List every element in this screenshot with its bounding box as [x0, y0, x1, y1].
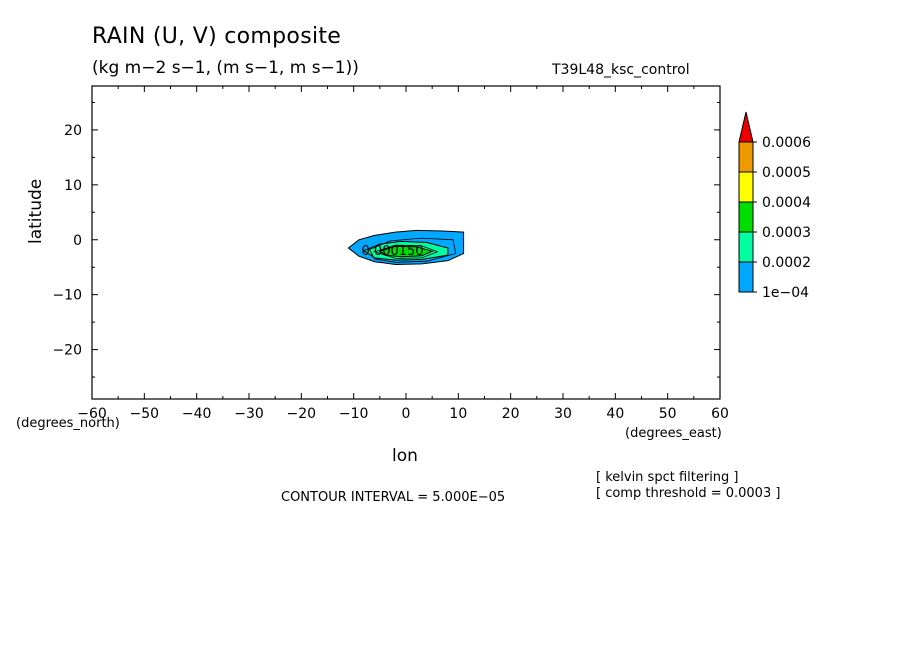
- contour-value-label: 0.000150: [362, 244, 424, 259]
- axis-ticks: [91, 86, 721, 399]
- run-name-label: T39L48_ksc_control: [552, 62, 690, 78]
- colorbar-segment: [738, 171, 754, 203]
- contour-line-0: [368, 237, 457, 263]
- x-tick-label: −50: [130, 406, 160, 422]
- y-axis-units: (degrees_north): [16, 416, 120, 431]
- y-tick-label: −20: [52, 343, 82, 359]
- x-axis-units: (degrees_east): [625, 426, 722, 441]
- y-axis-label: latitude: [26, 178, 46, 244]
- x-tick-label: −20: [287, 406, 317, 422]
- x-tick-label: 40: [606, 406, 624, 422]
- y-tick-label: 0: [73, 233, 82, 249]
- x-tick-label: 50: [659, 406, 677, 422]
- colorbar-level-label: 0.0002: [762, 255, 811, 271]
- x-tick-label: −30: [234, 406, 264, 422]
- contour-interval-label: CONTOUR INTERVAL = 5.000E−05: [281, 490, 506, 505]
- x-tick-label: 0: [402, 406, 411, 422]
- colorbar-level-label: 0.0005: [762, 165, 811, 181]
- colorbar-level-label: 0.0003: [762, 225, 811, 241]
- contour-lines: [368, 237, 457, 263]
- x-tick-label: 30: [554, 406, 572, 422]
- threshold-note: [ comp threshold = 0.0003 ]: [596, 486, 781, 501]
- x-tick-label: −10: [339, 406, 369, 422]
- colorbar-extend-triangle: [738, 111, 754, 143]
- colorbar-segment: [738, 201, 754, 233]
- chart-title: RAIN (U, V) composite: [92, 24, 342, 49]
- contour-line-1: [373, 244, 439, 259]
- colorbar-level-label: 1e−04: [762, 285, 809, 301]
- colorbar-segment: [738, 141, 754, 173]
- x-axis-label: lon: [392, 446, 418, 466]
- colorbar-segment: [738, 261, 754, 293]
- x-tick-label: −60: [77, 406, 107, 422]
- colorbar: 0.0006 0.0005 0.0004 0.0003 0.0002 1e−04: [738, 111, 811, 301]
- x-tick-label: 60: [711, 406, 729, 422]
- y-tick-label: −10: [52, 288, 82, 304]
- tick-labels: −60 −50 −40 −30 −20 −10 0 10 20 30 40 50 60 20 10 0 −10 −…: [52, 123, 728, 422]
- y-tick-label: 10: [64, 178, 82, 194]
- filter-note: [ kelvin spct filtering ]: [596, 470, 739, 485]
- x-tick-label: 10: [449, 406, 467, 422]
- contour-region-2: [378, 245, 434, 258]
- y-tick-label: 20: [64, 123, 82, 139]
- chart-units-subtitle: (kg m−2 s−1, (m s−1, m s−1)): [92, 58, 359, 78]
- x-tick-label: −40: [182, 406, 212, 422]
- colorbar-segment: [738, 231, 754, 263]
- x-tick-label: 20: [502, 406, 520, 422]
- colorbar-level-label: 0.0004: [762, 195, 811, 211]
- colorbar-level-label: 0.0006: [762, 135, 811, 151]
